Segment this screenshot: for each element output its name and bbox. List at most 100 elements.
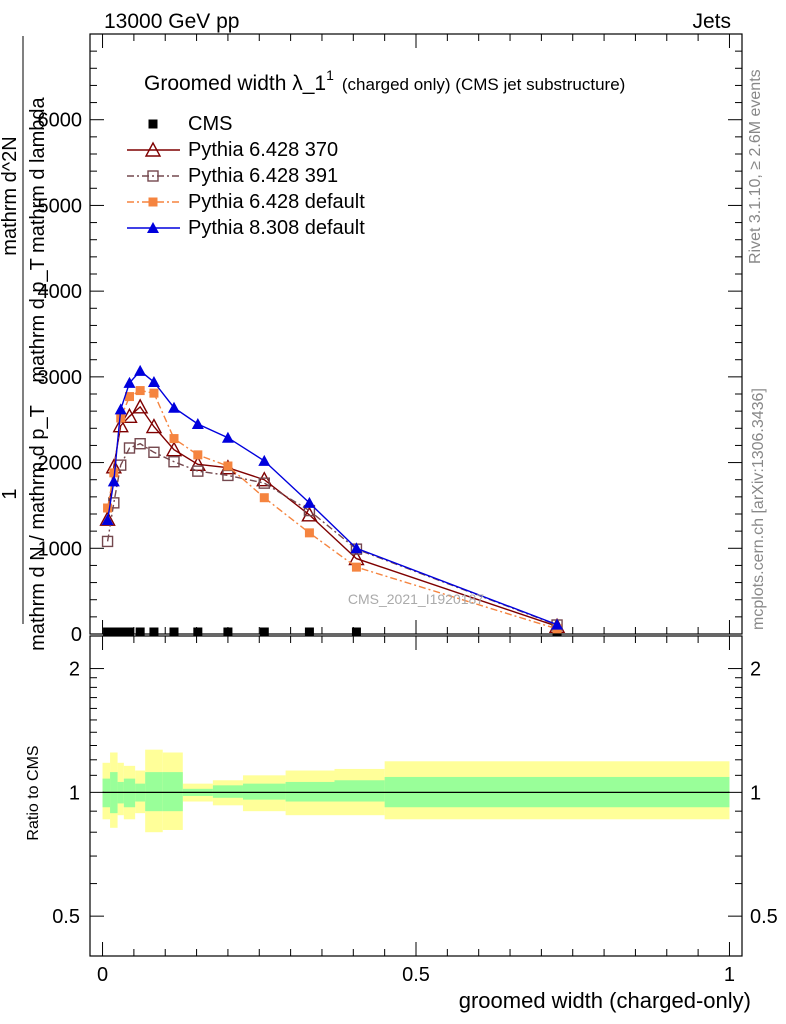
data-point (135, 627, 145, 637)
ratio-tick-label-right: 2 (750, 659, 761, 681)
y-tick-label: 5000 (38, 195, 83, 217)
data-point (149, 627, 159, 637)
data-point (134, 438, 146, 450)
series-cms (103, 627, 562, 637)
data-point (134, 364, 147, 376)
y-axis-ticks-ratio (90, 668, 742, 917)
data-point (221, 431, 234, 443)
data-point (107, 475, 120, 487)
data-point (109, 468, 119, 478)
legend-marker (147, 222, 159, 233)
y-tick-label: 1000 (38, 538, 83, 560)
data-point (301, 506, 318, 522)
series-line (106, 389, 558, 630)
data-point (121, 407, 138, 423)
ratio-y-label: Ratio to CMS (25, 745, 42, 840)
data-point (169, 627, 179, 637)
data-point (124, 627, 134, 637)
data-point (168, 401, 181, 413)
data-point (258, 477, 270, 489)
data-point (149, 388, 159, 398)
data-point (147, 376, 160, 387)
ylabel-one: 1 (0, 488, 21, 499)
ratio-band-inner (162, 772, 183, 812)
data-point (109, 627, 119, 637)
mcplots-label: mcplots.cern.ch [arXiv:1306.3436] (750, 388, 767, 630)
data-point (223, 627, 233, 637)
ratio-tick-label-right: 0.5 (750, 906, 778, 928)
legend-label: Pythia 6.428 370 (188, 139, 338, 161)
y-axis-label-main: 1 mathrm d N / mathrm d p_T mathrm d^2N mat… (0, 36, 49, 651)
legend-marker (148, 119, 158, 129)
data-point (148, 446, 160, 458)
y-tick-label: 4000 (38, 281, 83, 303)
data-point (114, 403, 127, 415)
x-tick-label: 0.5 (402, 964, 430, 986)
data-point (256, 471, 273, 487)
data-point (189, 455, 207, 471)
data-point (103, 503, 113, 513)
data-point (135, 386, 145, 396)
y-tick-label: 2000 (38, 453, 83, 475)
legend-label: Pythia 6.428 391 (188, 165, 338, 187)
data-point (351, 562, 361, 572)
x-tick-label: 0 (97, 964, 108, 986)
data-point (169, 434, 179, 444)
ratio-tick-label: 1 (69, 782, 80, 804)
ratio-tick-label: 2 (69, 659, 80, 681)
data-point (304, 528, 314, 538)
data-point (303, 496, 316, 508)
data-point (192, 465, 204, 477)
y-tick-label: 3000 (38, 367, 83, 389)
series-pythia-6-428-391 (101, 438, 563, 631)
data-point (116, 627, 126, 637)
x-tick-label: 1 (724, 964, 735, 986)
data-point (101, 535, 114, 548)
data-point (168, 456, 180, 468)
data-point (193, 627, 203, 637)
legend: CMS Pythia 6.428 370 Pythia 6.428 391 Pythi… (127, 113, 365, 239)
legend-label: Pythia 8.308 default (188, 217, 365, 239)
ratio-band-inner (242, 783, 286, 800)
data-point (112, 417, 129, 433)
data-point (131, 398, 149, 414)
legend-marker (144, 141, 162, 157)
data-point (101, 514, 114, 525)
energy-label: 13000 GeV pp (104, 10, 239, 33)
data-point (145, 418, 163, 434)
ratio-band-inner (145, 772, 163, 812)
y-tick-label: 0 (71, 624, 82, 646)
ratio-tick-label: 0.5 (52, 906, 80, 928)
ylabel-frac-den: mathrm d p_T mathrm d lambda (27, 96, 49, 382)
ylabel-frac-num: mathrm d^2N (0, 136, 21, 255)
y-axis-ticks-main (90, 33, 742, 635)
data-point (351, 627, 361, 637)
series-pythia-6-428-default (103, 386, 562, 634)
data-point (99, 510, 116, 526)
legend-marker (147, 170, 159, 182)
y-tick-label: 6000 (38, 110, 83, 132)
data-point (258, 454, 271, 466)
data-point (259, 493, 269, 503)
rivet-version-label: Rivet 3.1.10, ≥ 2.6M events (747, 69, 764, 264)
data-point (193, 450, 203, 460)
process-label: Jets (692, 10, 731, 33)
data-point (116, 413, 126, 423)
ratio-tick-label-right: 1 (750, 782, 761, 804)
legend-label: Pythia 6.428 default (188, 191, 365, 213)
data-point (304, 627, 314, 637)
legend-label: CMS (188, 113, 232, 135)
ratio-band-inner (285, 781, 335, 802)
x-axis-label: groomed width (charged-only) (459, 988, 751, 1013)
analysis-watermark: CMS_2021_I1920187 (348, 591, 484, 607)
data-point (124, 392, 134, 402)
series-line (106, 442, 558, 626)
ratio-band-inner (334, 780, 385, 802)
ylabel-den: mathrm d N / mathrm d p_T (27, 405, 49, 651)
ratio-bands (102, 749, 730, 833)
series-pythia-8-308-default (101, 364, 564, 630)
data-point (259, 627, 269, 637)
data-point (103, 627, 113, 637)
plot-title: Groomed width λ_11 (charged only) (CMS je… (144, 67, 625, 95)
